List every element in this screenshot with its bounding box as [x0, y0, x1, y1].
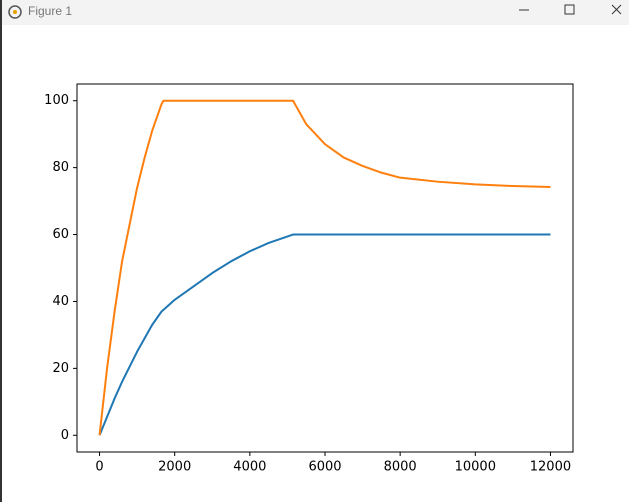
figure: 0 20 40 60 80 100 0 2000 4000 6000 8000 10000 12000 [44, 83, 574, 475]
x-tick-label: 4000 [233, 460, 266, 475]
window-title: Figure 1 [28, 4, 73, 18]
line-series [98, 99, 551, 436]
y-tick-label: 80 [52, 160, 69, 175]
x-tick-label: 8000 [384, 460, 417, 475]
x-tick-label: 10000 [455, 460, 496, 475]
y-tick-label: 0 [61, 428, 69, 443]
axes-frame [76, 83, 574, 453]
y-tick-label: 20 [52, 361, 69, 376]
close-button[interactable] [611, 4, 622, 15]
y-tick-label: 60 [52, 227, 69, 242]
y-tick-label: 40 [52, 294, 69, 309]
x-tick-label: 2000 [158, 460, 191, 475]
line-series [98, 233, 551, 436]
x-tick-label: 12000 [530, 460, 571, 475]
x-tick-label: 6000 [308, 460, 341, 475]
title-bar: Figure 1 [2, 0, 629, 25]
y-tick-label: 100 [44, 93, 69, 108]
maximize-button[interactable] [564, 4, 575, 15]
app-icon [8, 5, 22, 19]
window-controls [519, 4, 622, 15]
x-tick-label: 0 [95, 460, 103, 475]
